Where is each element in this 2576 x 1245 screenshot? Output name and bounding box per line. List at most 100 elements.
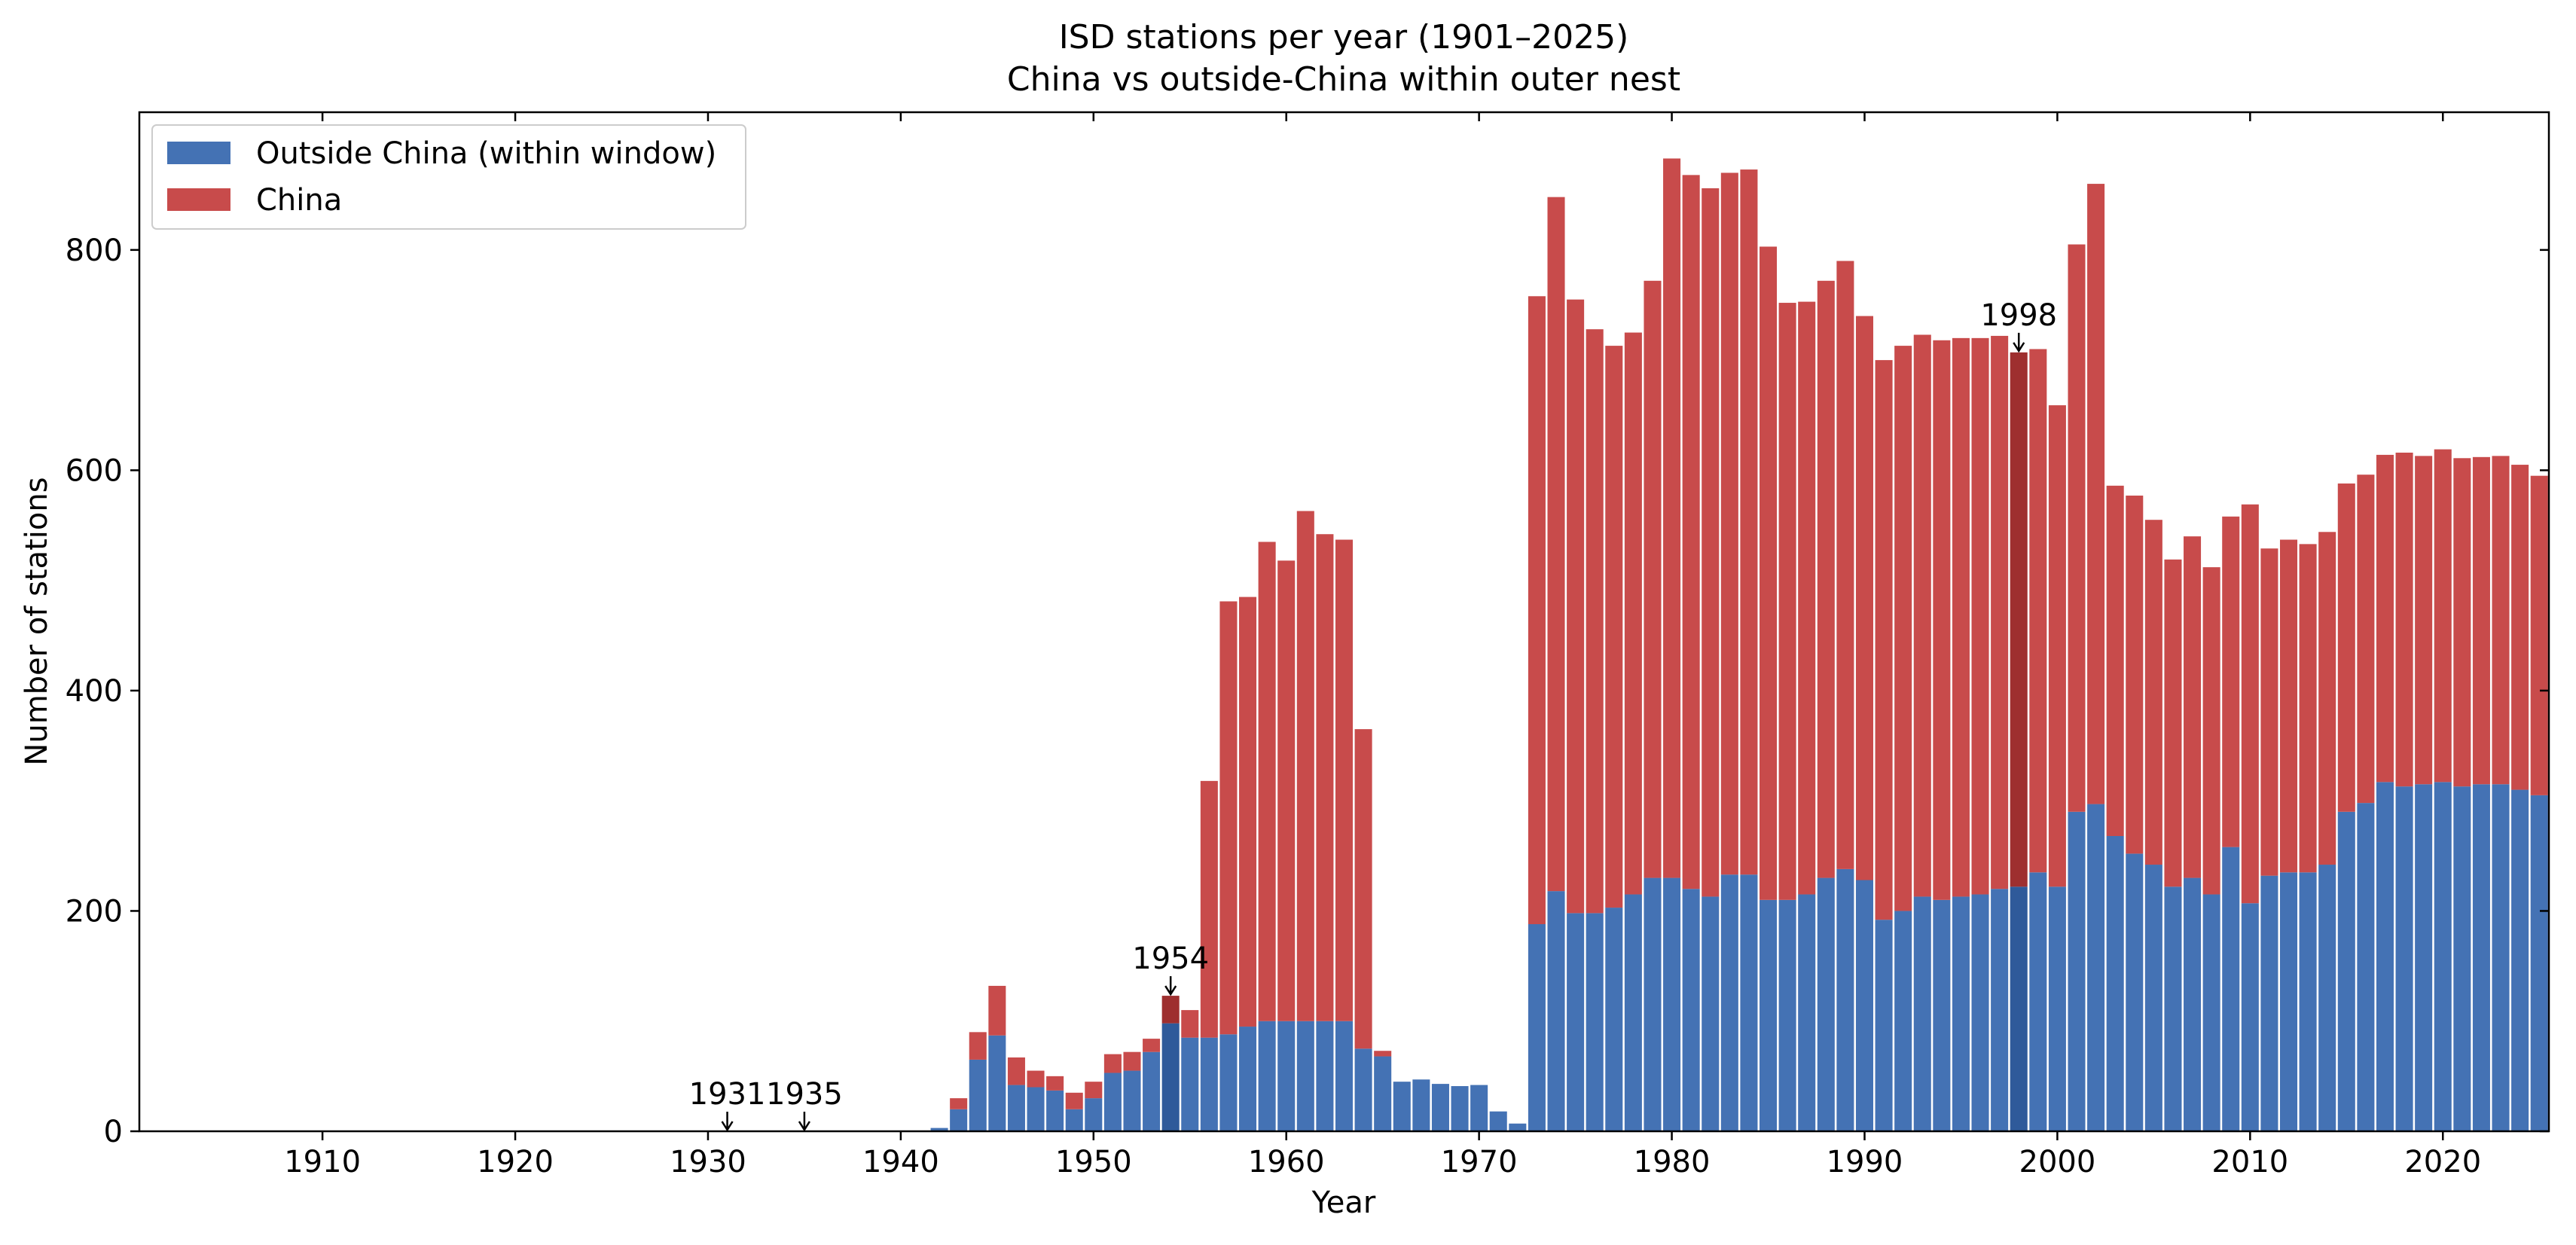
axes-layer: [138, 111, 2550, 1133]
x-axis-label: Year: [1311, 1185, 1376, 1220]
legend: Outside China (within window) China: [151, 124, 746, 230]
legend-swatch-outside: [167, 142, 230, 164]
bar-china-1996: [1971, 337, 1989, 895]
bar-outside-2020: [2434, 782, 2452, 1131]
bar-china-1986: [1778, 303, 1796, 900]
bar-china-1958: [1239, 597, 1257, 1027]
bar-outside-2013: [2299, 872, 2317, 1131]
bar-outside-1986: [1778, 899, 1796, 1131]
bar-outside-1957: [1219, 1034, 1238, 1131]
bar-outside-1971: [1489, 1111, 1507, 1131]
bar-china-1973: [1528, 296, 1546, 925]
bars-layer: [930, 158, 2548, 1131]
bar-china-1987: [1798, 301, 1816, 895]
bar-outside-1944: [969, 1059, 987, 1131]
bar-china-1981: [1682, 175, 1700, 890]
annotations-layer: 1931 1935 1954 1998: [689, 298, 2057, 1132]
bar-outside-1953: [1143, 1051, 1161, 1131]
bar-outside-1964: [1354, 1048, 1372, 1131]
bar-china-1978: [1624, 332, 1642, 895]
bar-outside-1989: [1836, 868, 1854, 1131]
y-axis-label: Number of stations: [20, 477, 54, 765]
bar-china-2002: [2087, 184, 2105, 804]
bar-china-1959: [1258, 542, 1276, 1021]
bar-china-2025: [2530, 475, 2548, 795]
bar-china-1963: [1335, 539, 1354, 1021]
bar-china-1988: [1817, 280, 1835, 878]
bar-china-1964: [1354, 729, 1372, 1049]
bar-outside-2016: [2357, 803, 2375, 1131]
bar-outside-1981: [1682, 889, 1700, 1131]
bar-outside-2023: [2492, 784, 2510, 1131]
chart-subtitle: China vs outside-China within outer nest: [1007, 60, 1680, 99]
bar-china-1982: [1702, 188, 1720, 897]
x-tick-label-1970: 1970: [1441, 1145, 1518, 1179]
bar-china-2023: [2492, 456, 2510, 785]
bar-outside-2014: [2318, 865, 2336, 1131]
bar-outside-1978: [1624, 894, 1642, 1131]
bar-china-2014: [2318, 532, 2336, 865]
bar-outside-2006: [2164, 886, 2182, 1131]
bar-outside-2010: [2241, 903, 2259, 1131]
bar-china-1956: [1200, 780, 1218, 1038]
bar-china-1953: [1143, 1039, 1161, 1052]
bar-outside-2009: [2222, 847, 2240, 1131]
bar-outside-1956: [1200, 1037, 1218, 1131]
bar-outside-2012: [2279, 872, 2298, 1131]
bar-china-1979: [1644, 280, 1662, 878]
bar-outside-1950: [1085, 1098, 1103, 1131]
bar-outside-1993: [1913, 896, 1931, 1131]
bar-outside-2018: [2395, 786, 2413, 1131]
bar-china-1960: [1277, 560, 1296, 1021]
annotation-label-1931: 1931: [689, 1077, 766, 1112]
bar-outside-2008: [2202, 894, 2220, 1131]
bar-outside-1947: [1027, 1087, 1045, 1131]
bar-outside-1948: [1046, 1090, 1064, 1131]
bar-china-1997: [1991, 335, 2009, 890]
bar-china-1947: [1027, 1070, 1045, 1088]
bar-china-1975: [1567, 299, 1585, 914]
bar-china-1948: [1046, 1076, 1064, 1091]
bar-outside-1999: [2029, 872, 2047, 1131]
annotation-label-1954: 1954: [1132, 941, 1209, 976]
bar-china-1976: [1586, 329, 1604, 914]
bar-china-1984: [1740, 169, 1758, 875]
bar-outside-1969: [1451, 1086, 1469, 1131]
bar-china-1999: [2029, 349, 2047, 873]
bar-china-1977: [1605, 346, 1623, 908]
bar-outside-2024: [2511, 789, 2529, 1131]
bar-outside-1960: [1277, 1021, 1296, 1131]
bar-china-1990: [1855, 316, 1874, 880]
bar-outside-1991: [1875, 920, 1893, 1131]
bar-outside-2007: [2184, 877, 2202, 1131]
legend-label-china: China: [256, 183, 342, 218]
bar-outside-1970: [1470, 1085, 1488, 1131]
bar-outside-1979: [1644, 877, 1662, 1131]
bar-outside-1998: [2010, 886, 2028, 1131]
annotation-label-1935: 1935: [766, 1077, 843, 1112]
bar-china-2021: [2453, 458, 2471, 787]
x-tick-label-1940: 1940: [862, 1145, 939, 1179]
bar-outside-1988: [1817, 877, 1835, 1131]
bar-china-2017: [2376, 454, 2394, 783]
bar-china-2011: [2260, 548, 2278, 876]
bar-china-1945: [988, 985, 1006, 1036]
bar-china-1983: [1720, 172, 1738, 875]
bar-outside-1975: [1567, 913, 1585, 1131]
bar-outside-1965: [1374, 1056, 1392, 1131]
bar-china-1991: [1875, 360, 1893, 920]
bar-outside-1961: [1296, 1021, 1314, 1131]
bar-outside-1996: [1971, 894, 1989, 1131]
bar-outside-2004: [2126, 853, 2144, 1131]
bar-china-1993: [1913, 334, 1931, 897]
annotation-arrowhead-1998: [2013, 342, 2025, 353]
bar-outside-1984: [1740, 874, 1758, 1131]
bar-outside-2021: [2453, 786, 2471, 1131]
bar-china-1946: [1007, 1057, 1025, 1085]
bar-outside-1992: [1894, 911, 1912, 1131]
bar-china-2012: [2279, 539, 2298, 873]
bar-outside-1972: [1509, 1123, 1527, 1131]
bar-china-1949: [1065, 1092, 1083, 1109]
bar-outside-1977: [1605, 908, 1623, 1131]
